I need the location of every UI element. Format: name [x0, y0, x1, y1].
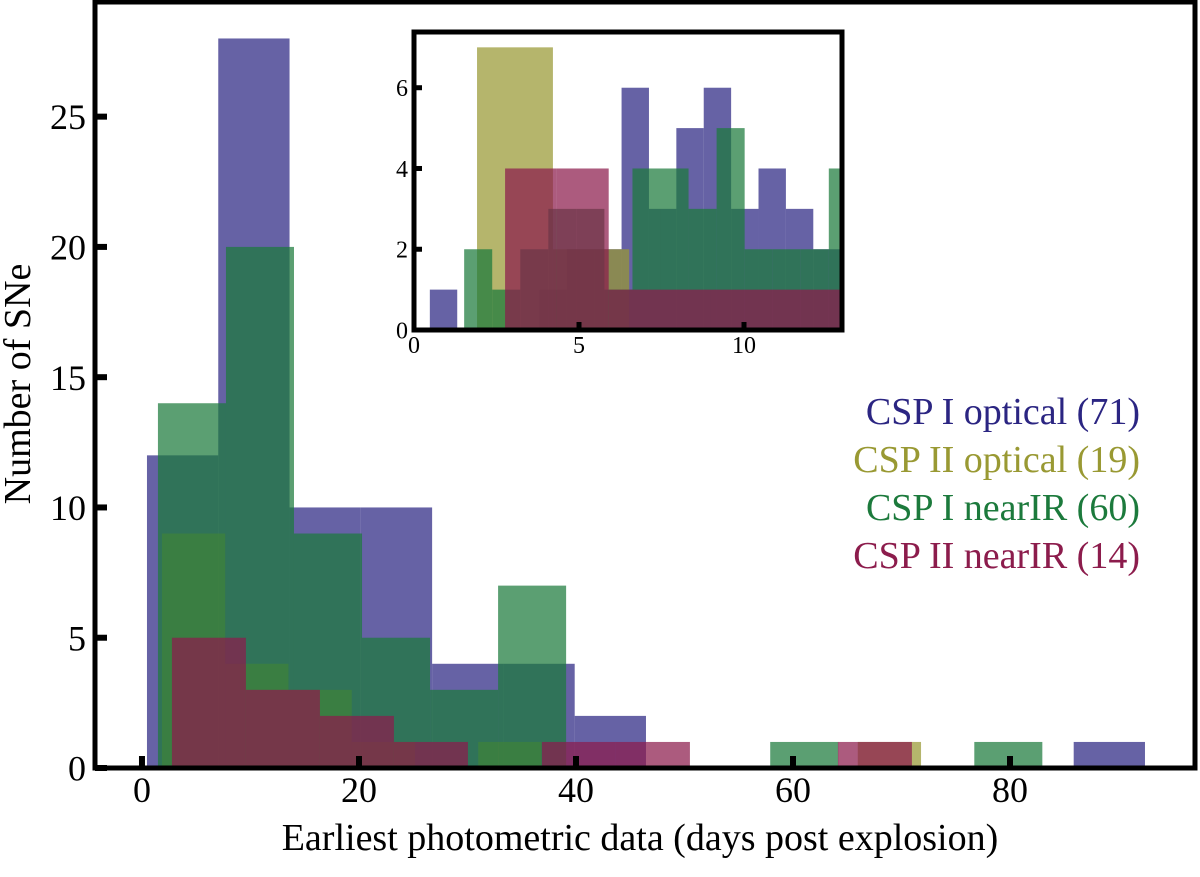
histogram-bar — [770, 741, 839, 768]
y-tick-label: 20 — [50, 228, 86, 268]
histogram-bar — [464, 249, 493, 330]
x-tick-label: 40 — [558, 770, 594, 810]
x-tick-label: 60 — [775, 770, 811, 810]
y-tick-label: 25 — [50, 97, 86, 137]
y-tick-label: 0 — [396, 318, 408, 344]
histogram-bar — [245, 689, 320, 768]
histogram-bar — [615, 741, 690, 768]
histogram-bar — [1073, 741, 1145, 768]
y-axis-label: Number of SNe — [0, 264, 39, 505]
histogram-bar — [837, 741, 912, 768]
x-tick-label: 5 — [573, 333, 585, 359]
y-tick-label: 2 — [396, 238, 408, 264]
histogram-bar — [710, 289, 842, 330]
y-tick-label: 4 — [396, 157, 408, 183]
plot-area — [429, 47, 842, 330]
histogram-bar — [171, 637, 246, 768]
x-tick-label: 10 — [732, 333, 756, 359]
y-tick-label: 0 — [68, 749, 86, 789]
legend-entry: CSP II optical (19) — [853, 439, 1140, 481]
histogram-bar — [556, 168, 609, 330]
y-tick-label: 10 — [50, 488, 86, 528]
y-tick-label: 15 — [50, 358, 86, 398]
y-tick-label: 6 — [396, 76, 408, 102]
legend-entry: CSP I optical (71) — [866, 391, 1140, 433]
legend-entry: CSP I nearIR (60) — [866, 487, 1140, 529]
plot-area — [146, 38, 1145, 768]
y-tick-label: 5 — [68, 618, 86, 658]
x-tick-label: 0 — [408, 333, 420, 359]
x-axis-label: Earliest photometric data (days post exp… — [282, 817, 999, 859]
legend-entry: CSP II nearIR (14) — [853, 535, 1140, 577]
histogram-bar — [505, 168, 557, 330]
x-tick-label: 20 — [341, 770, 377, 810]
x-tick-label: 0 — [133, 770, 151, 810]
histogram-bar — [608, 289, 711, 330]
histogram-bar — [393, 741, 468, 768]
histogram-bar — [429, 289, 458, 330]
histogram-bar — [498, 585, 567, 768]
axes-frame — [411, 29, 845, 333]
axes-frame — [92, 0, 1198, 771]
x-tick-label: 80 — [992, 770, 1028, 810]
